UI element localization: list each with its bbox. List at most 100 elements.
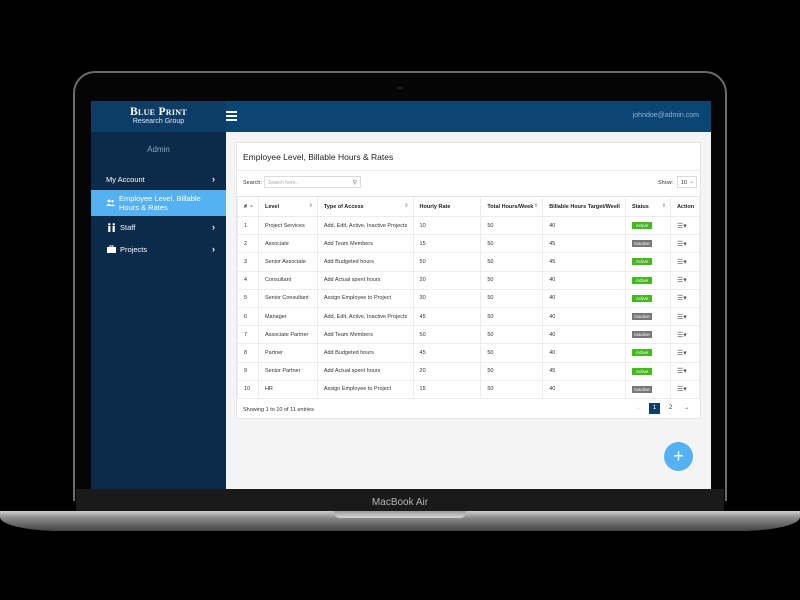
access-cell: Add Budgeted hours xyxy=(316,252,414,272)
column-header-level[interactable]: Level ⇕ xyxy=(257,196,318,217)
briefcase-icon xyxy=(106,244,116,254)
sidebar-title: Admin xyxy=(147,145,170,154)
row-number: 5 xyxy=(237,288,259,308)
column-header-billable-target[interactable]: Billable Hours Target/Week ⇕ xyxy=(542,196,627,217)
status-cell: Inactive xyxy=(625,379,671,399)
brand-logo[interactable]: Blue Print Research Group xyxy=(91,101,226,132)
page-2-button[interactable]: 2 xyxy=(668,405,673,411)
hourly-rate-cell: 15 xyxy=(412,234,482,254)
status-cell: Active xyxy=(625,343,671,363)
laptop-chin: MacBook Air xyxy=(76,489,724,511)
table-row: 7 Associate Partner Add Team Members 50 50 40… xyxy=(237,325,701,345)
search-input[interactable]: Search here.. ⚲ xyxy=(264,176,361,188)
status-cell: Inactive xyxy=(625,306,671,327)
action-menu-icon[interactable]: ☰▾ xyxy=(676,386,687,394)
status-cell: Active xyxy=(625,270,671,290)
action-cell: ☰▾ xyxy=(669,379,701,399)
table-toolbar: Search: Search here.. ⚲ Show: 10 ⌄ xyxy=(237,171,700,193)
action-menu-icon[interactable]: ☰▾ xyxy=(676,331,687,339)
column-header-number[interactable]: # ▲ xyxy=(237,196,259,217)
row-number: 1 xyxy=(237,215,259,236)
hourly-rate-cell: 50 xyxy=(412,252,482,272)
sidebar: Admin My Account › Employee Level, Billa… xyxy=(91,132,226,489)
hamburger-menu-icon[interactable] xyxy=(226,111,237,121)
column-header-status[interactable]: Status ⇕ xyxy=(625,196,671,217)
action-menu-icon[interactable]: ☰▾ xyxy=(676,368,687,376)
status-badge[interactable]: Active xyxy=(632,222,653,230)
page-size-select[interactable]: 10 ⌄ xyxy=(677,176,697,188)
action-cell: ☰▾ xyxy=(669,361,701,381)
level-cell: Senior Consultant xyxy=(257,288,318,308)
sidebar-item-projects[interactable]: Projects › xyxy=(91,238,226,260)
status-badge[interactable]: Inactive xyxy=(632,331,653,339)
access-cell: Add, Edit, Active, Inactive Projects xyxy=(316,215,414,236)
total-hours-cell: 50 xyxy=(480,270,544,290)
status-badge[interactable]: Active xyxy=(632,276,653,284)
total-hours-cell: 50 xyxy=(480,379,544,399)
status-badge[interactable]: Active xyxy=(632,349,653,357)
page-title: Employee Level, Billable Hours & Rates xyxy=(237,143,700,171)
prev-page-arrow-icon[interactable]: ← xyxy=(635,405,642,411)
chevron-right-icon: › xyxy=(212,174,215,184)
hourly-rate-cell: 45 xyxy=(412,343,482,363)
hourly-rate-cell: 45 xyxy=(412,306,482,327)
chevron-right-icon: › xyxy=(212,244,215,254)
access-cell: Add Team Members xyxy=(316,325,414,345)
action-menu-icon[interactable]: ☰▾ xyxy=(676,222,687,230)
sidebar-item-label: Employee Level, Billable Hours & Rates xyxy=(119,194,201,212)
access-cell: Add, Edit, Active, Inactive Projects xyxy=(316,306,414,327)
laptop-notch xyxy=(334,511,466,518)
page-1-button[interactable]: 1 xyxy=(649,403,660,414)
hourly-rate-cell: 20 xyxy=(412,361,482,381)
access-cell: Add Actual spent hours xyxy=(316,361,414,381)
total-hours-cell: 50 xyxy=(480,215,544,236)
column-header-hourly-rate[interactable]: Hourly Rate xyxy=(412,196,482,217)
status-badge[interactable]: Inactive xyxy=(632,240,653,248)
table-row: 5 Senior Consultant Assign Employee to Pro… xyxy=(237,288,701,308)
status-cell: Inactive xyxy=(625,325,671,345)
status-badge[interactable]: Inactive xyxy=(632,313,653,321)
hourly-rate-cell: 30 xyxy=(412,288,482,308)
level-cell: Senior Partner xyxy=(257,361,318,381)
sidebar-item-my-account[interactable]: My Account › xyxy=(91,168,226,190)
action-menu-icon[interactable]: ☰▾ xyxy=(676,295,687,303)
sort-icon: ⇕ xyxy=(661,203,666,209)
column-header-type-of-access[interactable]: Type of Access ⇕ xyxy=(316,196,414,217)
status-badge[interactable]: Active xyxy=(632,258,653,266)
employee-levels-table: # ▲ Level ⇕ Type of Access ⇕ Hourly Rate To… xyxy=(237,196,701,399)
column-header-total-hours[interactable]: Total Hours/Week ⇕ xyxy=(480,196,544,217)
action-menu-icon[interactable]: ☰▾ xyxy=(676,258,687,266)
row-number: 6 xyxy=(237,306,259,327)
status-badge[interactable]: Active xyxy=(632,294,653,302)
user-email[interactable]: johndoe@admin.com xyxy=(632,112,699,119)
action-menu-icon[interactable]: ☰▾ xyxy=(676,349,687,357)
status-cell: Active xyxy=(625,288,671,308)
action-cell: ☰▾ xyxy=(669,306,701,327)
table-row: 3 Senior Associate Add Budgeted hours 50 50 4… xyxy=(237,252,701,272)
action-cell: ☰▾ xyxy=(669,252,701,272)
sidebar-item-employee-level[interactable]: Employee Level, Billable Hours & Rates xyxy=(91,190,226,216)
action-menu-icon[interactable]: ☰▾ xyxy=(676,240,687,248)
status-badge[interactable]: Active xyxy=(632,367,653,375)
pagination: ← 1 2 → xyxy=(633,403,692,414)
sidebar-item-staff[interactable]: Staff › xyxy=(91,216,226,238)
level-cell: HR xyxy=(257,379,318,399)
level-cell: Manager xyxy=(257,306,318,327)
row-number: 4 xyxy=(237,270,259,290)
brand-subtitle: Research Group xyxy=(132,118,185,125)
add-button[interactable]: + xyxy=(664,442,693,471)
billable-target-cell: 40 xyxy=(542,270,627,290)
hourly-rate-cell: 20 xyxy=(412,270,482,290)
staff-icon xyxy=(106,222,116,232)
hourly-rate-cell: 50 xyxy=(412,325,482,345)
laptop-base xyxy=(0,511,800,531)
action-menu-icon[interactable]: ☰▾ xyxy=(676,313,687,321)
action-menu-icon[interactable]: ☰▾ xyxy=(676,277,687,285)
action-cell: ☰▾ xyxy=(669,215,701,236)
row-number: 10 xyxy=(237,379,259,399)
total-hours-cell: 50 xyxy=(480,361,544,381)
users-icon xyxy=(105,198,115,208)
status-badge[interactable]: Inactive xyxy=(632,385,653,393)
next-page-arrow-icon[interactable]: → xyxy=(683,405,690,411)
action-cell: ☰▾ xyxy=(669,325,701,345)
